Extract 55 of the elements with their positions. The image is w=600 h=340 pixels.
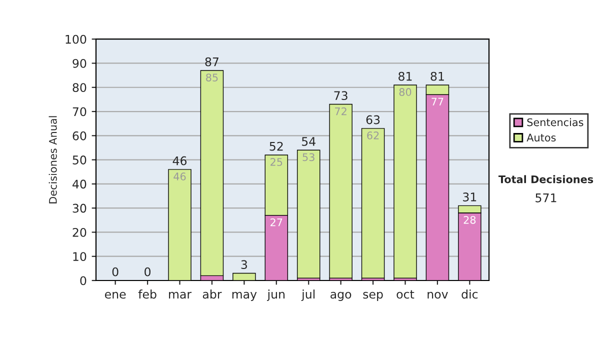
x-tick-label: ago (330, 292, 352, 301)
bar (361, 128, 385, 278)
total-label: 81 (398, 72, 412, 81)
data-label: 28 (464, 216, 476, 224)
data-label: 72 (335, 107, 346, 116)
legend-label: Sentencias (527, 118, 584, 126)
y-tick-label: 0 (80, 276, 86, 286)
total-label: 46 (172, 156, 187, 166)
y-tick-label: 70 (72, 107, 86, 116)
total-label: 63 (366, 115, 380, 124)
data-label: 25 (270, 158, 282, 166)
data-label: 80 (399, 88, 412, 96)
total-label: 0 (112, 267, 118, 276)
x-tick-label: may (232, 292, 257, 301)
y-tick-label: 10 (73, 252, 86, 262)
y-axis-title: Decisiones Anual (48, 116, 57, 204)
x-tick-label: oct (396, 290, 414, 299)
data-label: 85 (206, 74, 218, 82)
y-tick-label: 90 (72, 58, 86, 68)
y-tick-label: 40 (72, 180, 86, 189)
y-tick-label: 80 (72, 83, 86, 92)
bar (200, 70, 224, 276)
x-tick-label: ene (104, 292, 126, 299)
x-tick-label: feb (138, 290, 156, 299)
y-tick-label: 20 (72, 228, 86, 237)
text: Total Decisiones (498, 175, 594, 184)
y-tick-label: 100 (66, 34, 86, 44)
data-label: 77 (432, 98, 444, 106)
x-tick-label: sep (363, 292, 383, 301)
bar (329, 104, 352, 278)
legend-label: Autos (526, 134, 556, 142)
total-label: 3 (241, 260, 247, 270)
text: 571 (536, 194, 556, 202)
x-tick-label: abr (202, 290, 222, 299)
x-tick-label: nov (428, 292, 448, 299)
data-label: 27 (270, 218, 282, 226)
data-label: 53 (302, 153, 314, 162)
bar (394, 84, 417, 278)
y-tick-label: 30 (72, 204, 86, 213)
total-label: 81 (430, 72, 444, 81)
data-label: 62 (367, 132, 379, 140)
total-label: 0 (144, 267, 151, 276)
total-label: 73 (334, 91, 348, 100)
x-tick-label: jul (301, 290, 315, 301)
x-tick-label: dic (462, 290, 478, 299)
x-tick-label: jun (267, 290, 285, 301)
y-tick-label: 50 (72, 156, 86, 164)
x-tick-label: mar (169, 292, 192, 299)
total-label: 31 (463, 192, 476, 202)
bar (296, 150, 320, 278)
total-label: 52 (270, 142, 283, 151)
total-label: 54 (302, 137, 316, 146)
y-tick-label: 60 (72, 131, 86, 140)
data-label: 46 (174, 172, 186, 180)
total-label: 87 (205, 57, 218, 66)
